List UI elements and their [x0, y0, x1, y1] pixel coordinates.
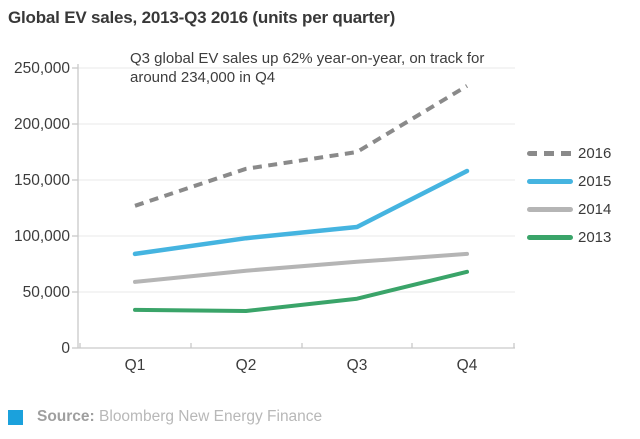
legend-swatch-2016 — [527, 150, 573, 156]
legend-swatch-2015 — [527, 178, 573, 184]
y-axis-label: 0 — [61, 340, 70, 357]
x-axis-label: Q1 — [125, 357, 146, 374]
y-axis-label: 250,000 — [14, 60, 70, 77]
legend-label: 2013 — [578, 228, 612, 246]
legend-item-2015: 2015 — [527, 167, 637, 195]
legend-item-2014: 2014 — [527, 195, 637, 223]
series-line-2014 — [133, 251, 469, 284]
legend-swatch-2014 — [527, 206, 573, 212]
y-axis-label: 50,000 — [23, 284, 71, 301]
y-axis-label: 100,000 — [14, 228, 70, 245]
x-axis-label: Q4 — [457, 357, 478, 374]
chart-title: Global EV sales, 2013-Q3 2016 (units per… — [8, 8, 396, 27]
legend-item-2016: 2016 — [527, 139, 637, 167]
source-name: Bloomberg New Energy Finance — [99, 408, 323, 425]
legend-label: 2016 — [578, 144, 612, 162]
legend-swatch-2013 — [527, 234, 573, 240]
legend-label: 2014 — [578, 200, 612, 218]
series-line-2016 — [134, 84, 469, 208]
x-axis-label: Q2 — [236, 357, 257, 374]
series-line-2013 — [133, 269, 469, 313]
source-label: Source: — [37, 408, 95, 425]
legend-label: 2015 — [578, 172, 612, 190]
chart-legend: 2016 2015 2014 2013 — [527, 139, 637, 251]
source-footer: Source: Bloomberg New Energy Finance — [8, 408, 322, 426]
y-axis-label: 150,000 — [14, 172, 70, 189]
legend-item-2013: 2013 — [527, 223, 637, 251]
x-axis-label: Q3 — [347, 357, 368, 374]
chart-annotation: Q3 global EV sales up 62% year-on-year, … — [130, 50, 485, 86]
source-square-icon — [8, 409, 23, 425]
y-axis-label: 200,000 — [14, 116, 70, 133]
series-line-2015 — [132, 168, 470, 257]
source-text: Source: Bloomberg New Energy Finance — [37, 408, 322, 426]
